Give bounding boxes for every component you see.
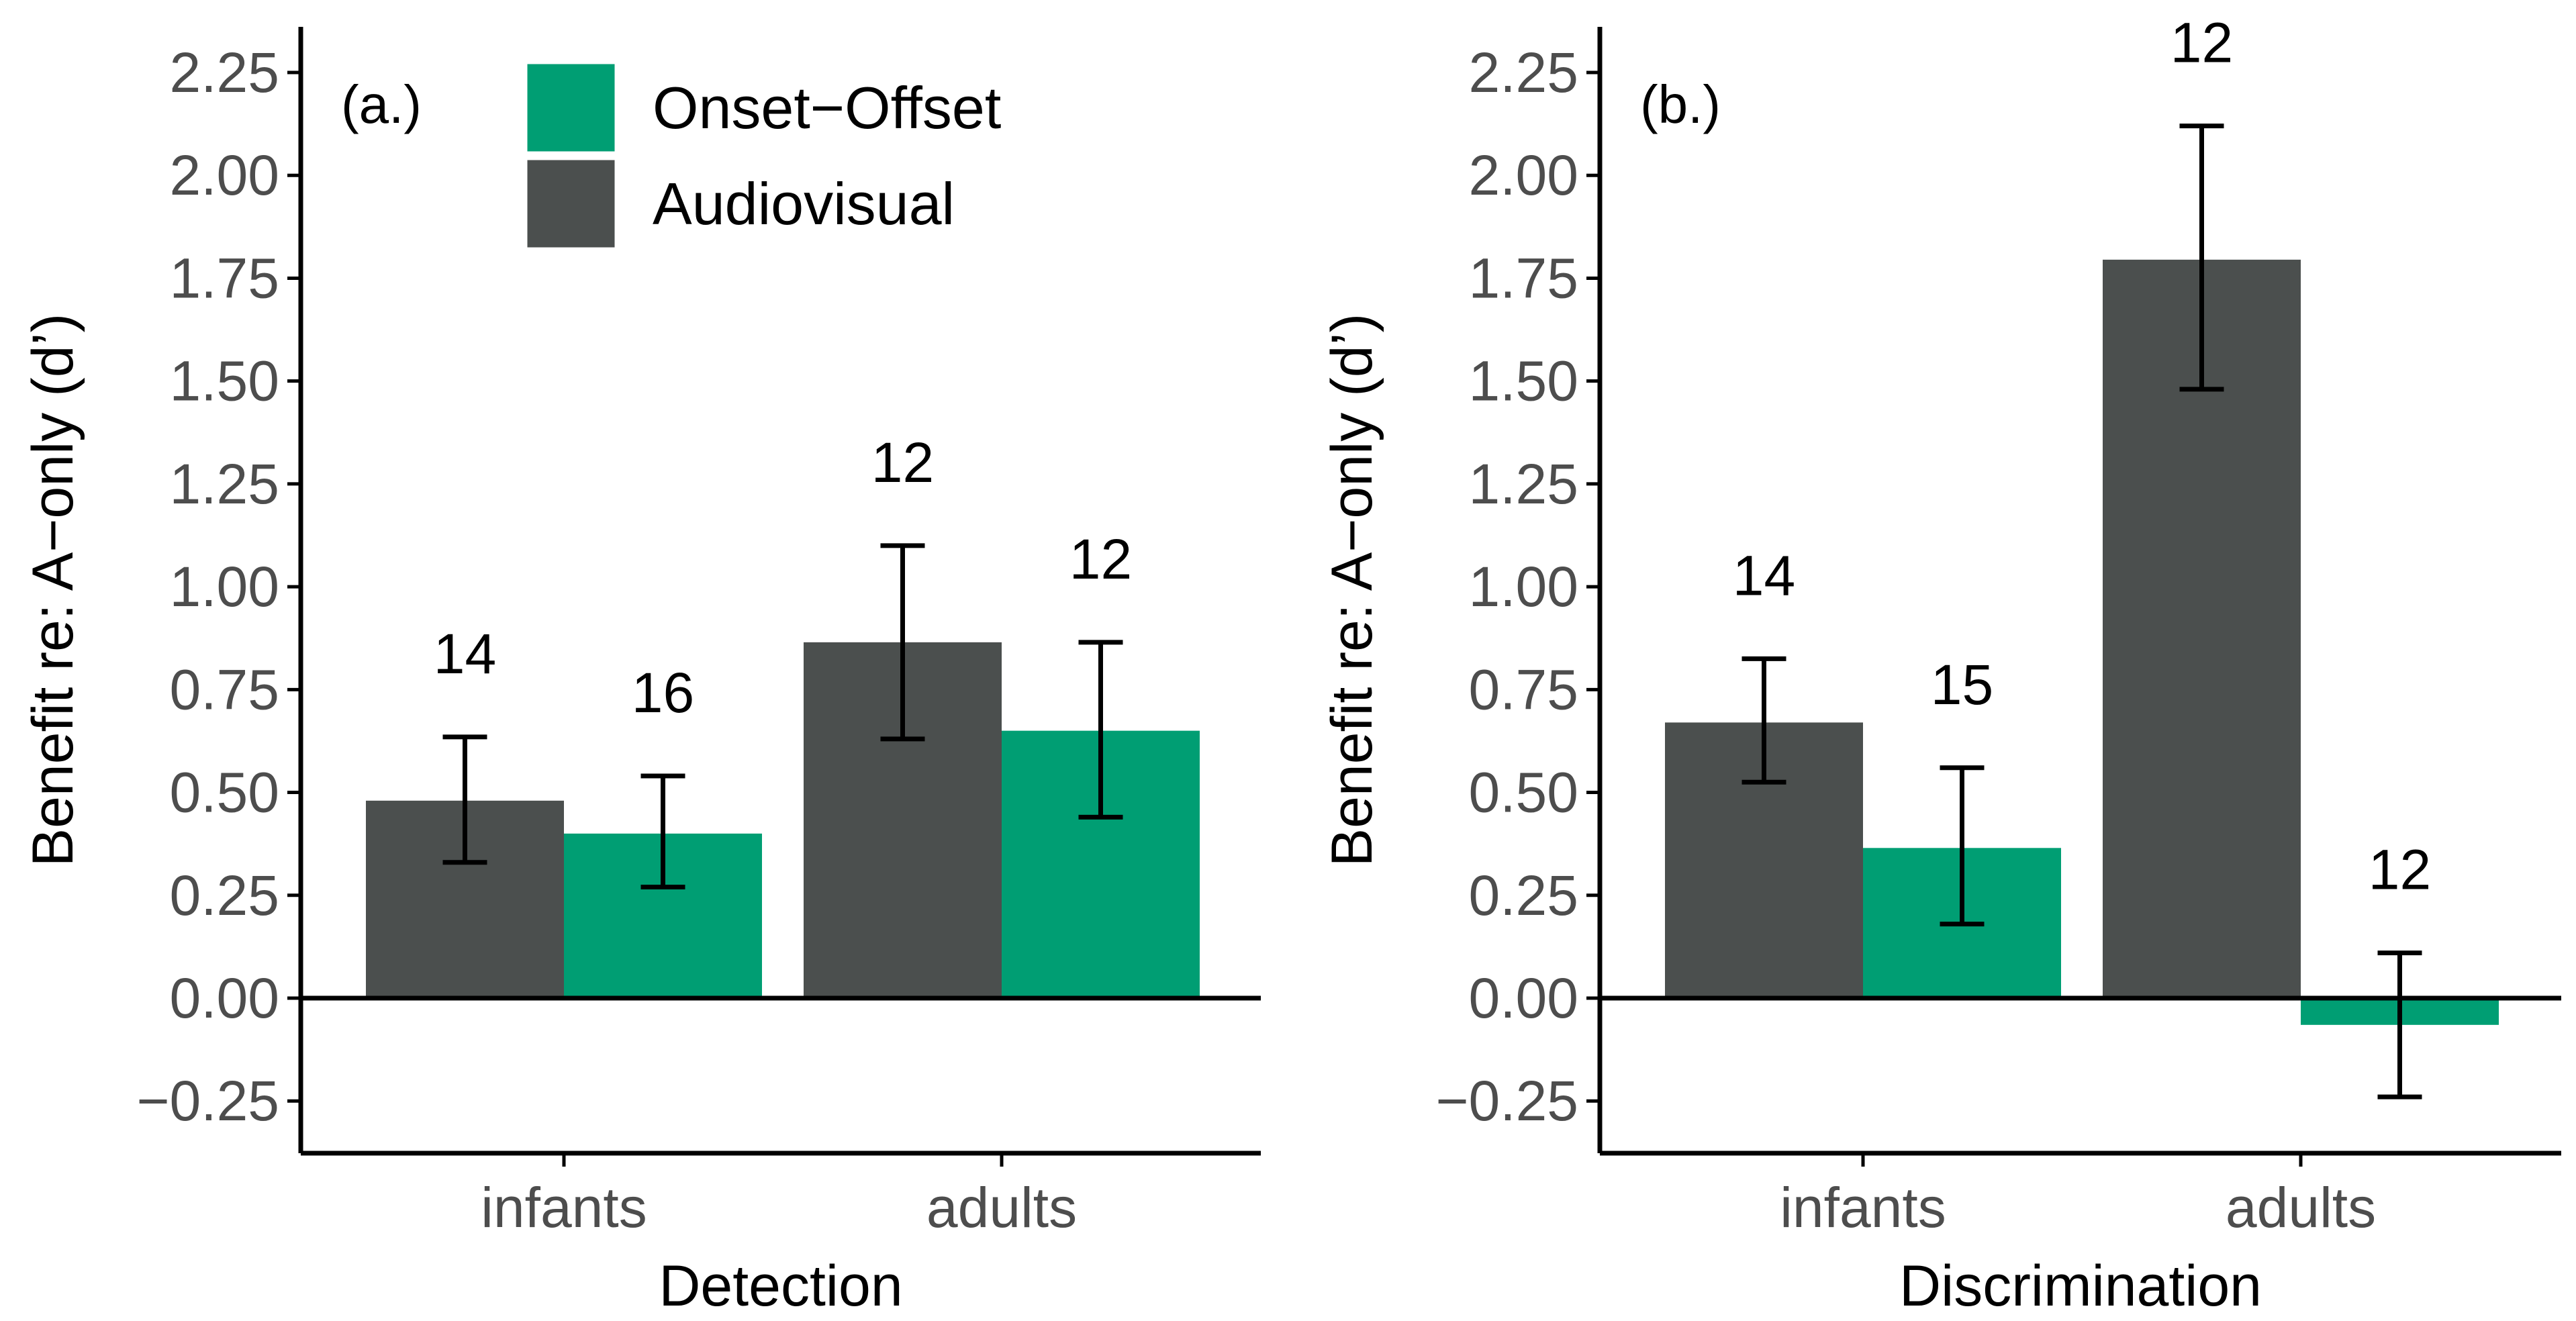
y-tick-label: 1.25	[1469, 452, 1579, 516]
y-axis-title: Benefit re: A−only (d’)	[21, 313, 85, 867]
n-label: 12	[2369, 838, 2431, 901]
panel-a-detection: −0.25 0.00 0.25 0.50 0.75 1.00 1.25 1.50 1.75 2.0…	[21, 27, 1261, 1318]
n-label: 12	[871, 431, 934, 494]
y-tick-label: 0.75	[1469, 658, 1579, 721]
n-label: 15	[1931, 653, 1993, 716]
y-tick-label: 2.00	[1469, 144, 1579, 207]
y-tick-label: 0.25	[170, 864, 280, 927]
n-label: 12	[1069, 528, 1132, 591]
y-tick-label: 1.75	[1469, 246, 1579, 309]
x-axis-title: Detection	[659, 1254, 902, 1318]
n-label: 16	[632, 661, 694, 724]
y-tick-label: 2.25	[170, 41, 280, 104]
y-tick-label: 1.75	[170, 246, 280, 309]
y-axis-title: Benefit re: A−only (d’)	[1320, 313, 1384, 867]
y-tick-label: 1.25	[170, 452, 280, 516]
y-tick-label: 1.50	[1469, 350, 1579, 413]
y-tick-label: 1.00	[1469, 555, 1579, 618]
y-tick-label: −0.25	[136, 1069, 279, 1132]
x-axis-title: Discrimination	[1899, 1254, 2262, 1318]
y-tick-label: 0.00	[1469, 967, 1579, 1030]
legend: Onset−Offset Audiovisual	[524, 60, 1001, 251]
x-tick-label: adults	[926, 1176, 1077, 1239]
legend-label: Audiovisual	[653, 170, 955, 237]
legend-key-onset-offset	[524, 60, 618, 155]
legend-key-audiovisual	[524, 156, 618, 251]
panel-label: (a.)	[341, 75, 422, 134]
panel-b-discrimination: −0.25 0.00 0.25 0.50 0.75 1.00 1.25 1.50 1.75 2.0…	[1320, 11, 2561, 1318]
y-tick-label: 1.50	[170, 350, 280, 413]
y-tick-label: 0.25	[1469, 864, 1579, 927]
x-tick-label: infants	[1780, 1176, 1946, 1239]
x-tick-label: adults	[2226, 1176, 2376, 1239]
x-tick-label: infants	[481, 1176, 647, 1239]
y-tick-label: 2.25	[1469, 41, 1579, 104]
y-tick-label: 2.00	[170, 144, 280, 207]
y-tick-label: 0.00	[170, 967, 280, 1030]
y-tick-label: 0.50	[1469, 761, 1579, 824]
y-tick-label: 0.50	[170, 761, 280, 824]
panel-label: (b.)	[1640, 75, 1721, 134]
n-label: 14	[1733, 544, 1795, 607]
y-tick-label: 1.00	[170, 555, 280, 618]
y-tick-label: 0.75	[170, 658, 280, 721]
legend-label: Onset−Offset	[653, 75, 1001, 141]
n-label: 14	[434, 622, 496, 685]
n-label: 12	[2170, 11, 2233, 75]
y-tick-label: −0.25	[1435, 1069, 1578, 1132]
